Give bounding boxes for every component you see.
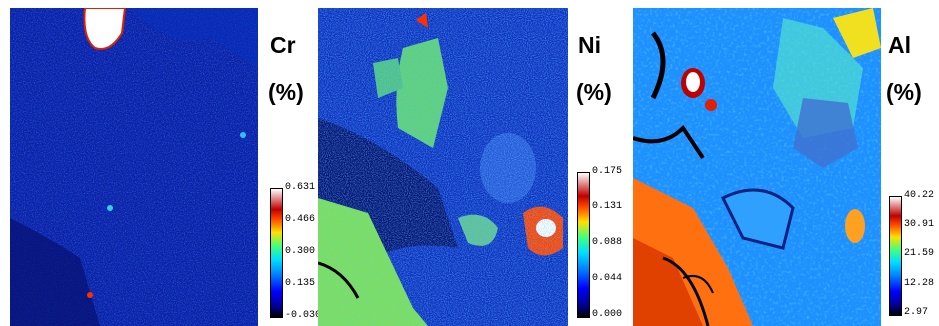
ni-tick-label: 0.000 [592, 309, 623, 320]
panel-cr: Cr (%) 0.631 0.466 0.300 0.135 -0.030 [0, 0, 321, 326]
ni-tick-label: 0.088 [592, 237, 623, 248]
al-colorbar [889, 196, 902, 316]
cr-tick-label: 0.466 [285, 214, 316, 225]
cr-tick-label: -0.030 [285, 310, 322, 321]
cr-tick-label: 0.631 [285, 182, 316, 193]
cr-map-image [10, 8, 258, 326]
al-element-label: Al [888, 32, 911, 58]
al-element-map [633, 8, 881, 326]
ni-element-map [318, 8, 568, 326]
al-tick-label: 21.59 [904, 248, 935, 259]
cr-unit-label: (%) [268, 79, 304, 105]
ni-unit-label: (%) [576, 79, 612, 105]
al-map-image [633, 8, 881, 326]
ni-tick-label: 0.131 [592, 201, 623, 212]
cr-colorbar [270, 188, 283, 318]
ni-colorbar [577, 172, 590, 318]
ni-map-image [318, 8, 568, 326]
cr-tick-label: 0.135 [285, 278, 316, 289]
cr-tick-label: 0.300 [285, 246, 316, 257]
al-tick-label: 30.91 [904, 219, 935, 230]
al-tick-label: 12.28 [904, 278, 935, 289]
ni-tick-label: 0.044 [592, 273, 623, 284]
ni-tick-label: 0.175 [592, 166, 623, 177]
al-tick-label: 2.97 [904, 307, 929, 318]
ni-element-label: Ni [578, 32, 601, 58]
al-unit-label: (%) [886, 79, 922, 105]
cr-element-map [10, 8, 258, 326]
al-tick-label: 40.22 [904, 190, 935, 201]
panel-al: Al (%) 40.22 30.91 21.59 12.28 2.97 [633, 0, 939, 326]
panel-ni: Ni (%) 0.175 0.131 0.088 0.044 0.000 [318, 0, 630, 326]
cr-element-label: Cr [270, 32, 296, 58]
